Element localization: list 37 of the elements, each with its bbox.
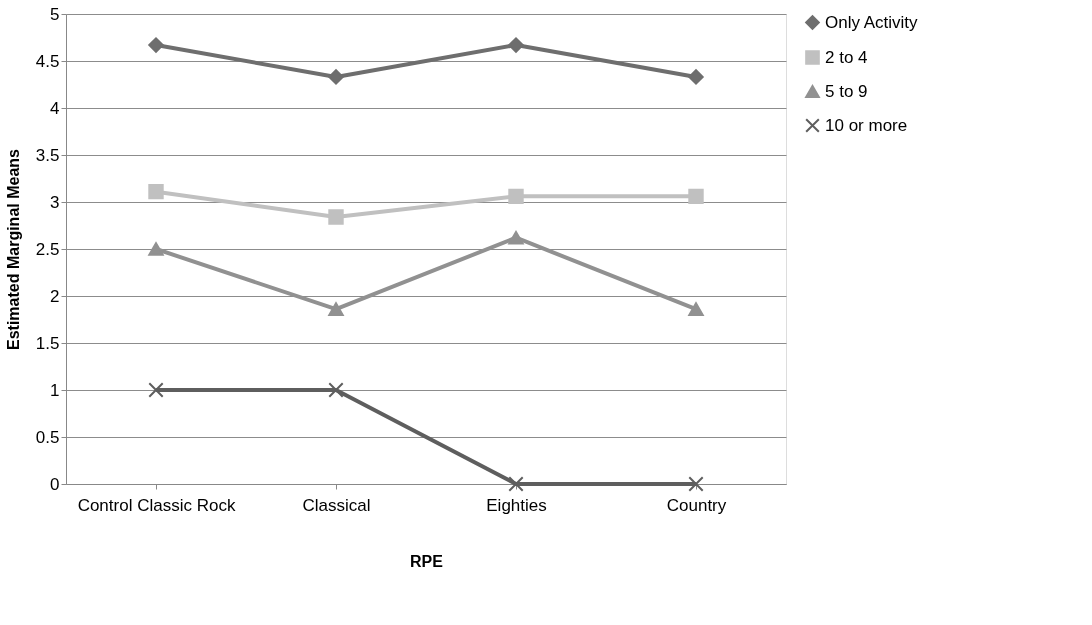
point <box>148 382 164 398</box>
x-tick-label: Eighties <box>486 495 547 515</box>
point <box>328 69 344 85</box>
point <box>688 302 704 316</box>
point <box>688 69 704 85</box>
point <box>328 209 344 225</box>
legend-label: Only Activity <box>825 12 919 32</box>
y-tick-label: 0.5 <box>35 427 60 447</box>
x-axis-title: RPE <box>410 552 444 570</box>
point <box>328 302 344 316</box>
y-tick-label: 2 <box>50 286 60 306</box>
y-axis-title: Estimated Marginal Means <box>4 148 22 350</box>
point <box>688 188 704 205</box>
y-tick-label: 0 <box>50 474 60 494</box>
y-tick-label: 4.5 <box>35 51 60 71</box>
x-tick-label: Control Classic Rock <box>77 495 236 515</box>
legend-label: 2 to 4 <box>825 47 868 67</box>
point <box>508 37 524 53</box>
y-tick-label: 3 <box>50 192 60 212</box>
point <box>508 476 524 492</box>
point <box>148 183 164 200</box>
legend-label: 10 or more <box>825 115 908 135</box>
legend-label: 5 to 9 <box>825 81 868 101</box>
y-tick-label: 1.5 <box>35 333 60 353</box>
x-tick-label: Classical <box>302 495 371 515</box>
y-tick-label: 4 <box>50 98 60 118</box>
x-tick-label: Country <box>666 495 727 515</box>
point <box>328 382 344 398</box>
y-tick-label: 1 <box>50 380 60 400</box>
point <box>508 188 524 205</box>
y-tick-label: 5 <box>50 4 60 24</box>
point <box>508 230 524 245</box>
y-tick-label: 2.5 <box>35 239 60 259</box>
point <box>148 242 164 256</box>
point <box>688 476 704 492</box>
y-tick-label: 3.5 <box>35 145 60 165</box>
point <box>148 37 164 53</box>
